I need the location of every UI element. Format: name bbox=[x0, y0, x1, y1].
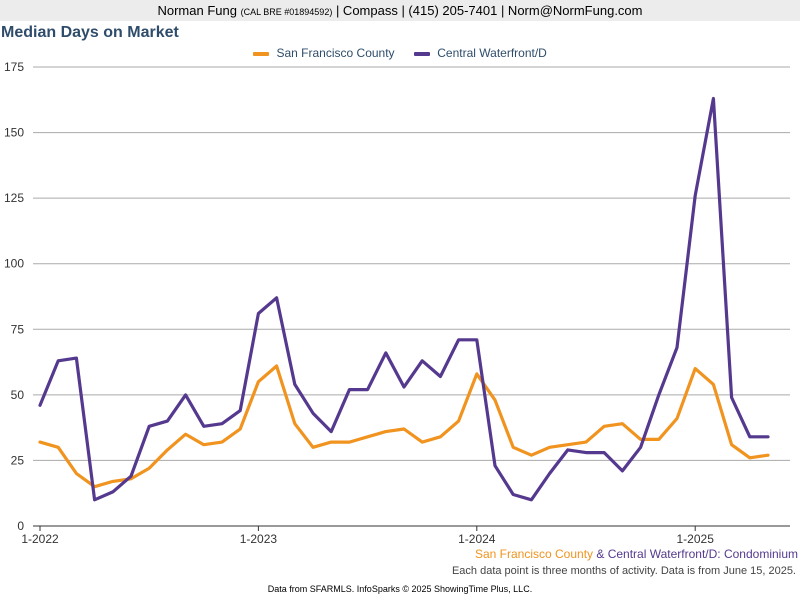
data-note: Each data point is three months of activ… bbox=[451, 565, 796, 577]
footnote-series2: Central Waterfront/D: Condominium bbox=[607, 547, 798, 561]
series-line-2 bbox=[38, 96, 770, 502]
footnote-amp: & bbox=[593, 547, 608, 561]
license-number: (CAL BRE #01894592) bbox=[240, 7, 333, 17]
header-bar: Norman Fung (CAL BRE #01894592) | Compas… bbox=[0, 0, 800, 21]
legend-swatch-series2 bbox=[413, 51, 430, 56]
y-tick-label: 50 bbox=[11, 388, 25, 402]
series-line-1 bbox=[38, 364, 770, 489]
series-footnote: San Francisco County & Central Waterfron… bbox=[475, 547, 798, 561]
legend-swatch-series1 bbox=[253, 51, 270, 56]
legend-label-series1: San Francisco County bbox=[276, 46, 395, 60]
x-tick-label: 1-2024 bbox=[458, 532, 496, 546]
grid-layer bbox=[33, 66, 790, 461]
legend-label-series2: Central Waterfront/D bbox=[437, 46, 547, 60]
axis-layer: 0 25 50 75 100 125 150 175 1-2022 1-2023 1-2024 1-2… bbox=[4, 60, 790, 546]
chart-title: Median Days on Market bbox=[1, 24, 179, 41]
contact-info: | Compass | (415) 205-7401 | Norm@NormFu… bbox=[332, 3, 643, 18]
x-tick-label: 1-2022 bbox=[21, 532, 59, 546]
series-layer bbox=[38, 96, 770, 502]
y-tick-label: 150 bbox=[4, 126, 24, 140]
x-tick-label: 1-2025 bbox=[677, 532, 715, 546]
footer-credit: Data from SFARMLS. InfoSparks © 2025 Sho… bbox=[267, 584, 533, 594]
y-tick-label: 100 bbox=[4, 257, 24, 271]
chart-legend: San Francisco County Central Waterfront/… bbox=[0, 46, 800, 60]
legend-item-series1: San Francisco County bbox=[253, 46, 395, 60]
agent-name: Norman Fung bbox=[157, 3, 237, 18]
y-tick-label: 125 bbox=[4, 191, 24, 205]
y-tick-label: 0 bbox=[17, 519, 24, 533]
legend-item-series2: Central Waterfront/D bbox=[413, 46, 547, 60]
x-tick-label: 1-2023 bbox=[240, 532, 278, 546]
y-tick-label: 175 bbox=[4, 60, 24, 74]
y-tick-label: 75 bbox=[11, 322, 25, 336]
footnote-series1: San Francisco County bbox=[474, 547, 594, 561]
y-tick-label: 25 bbox=[11, 453, 25, 467]
